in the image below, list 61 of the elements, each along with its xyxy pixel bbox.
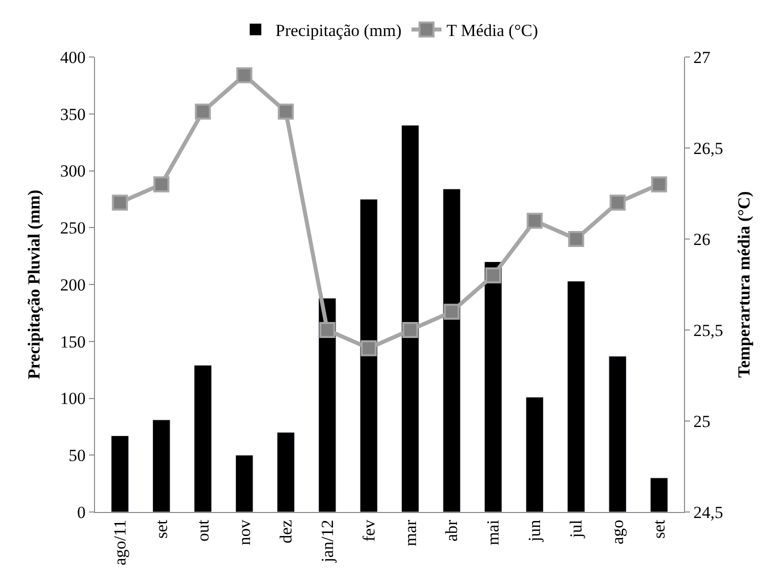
bar [276, 432, 295, 512]
y-tick-label: 300 [60, 162, 86, 181]
bar [360, 198, 378, 512]
x-tick-label: mai [484, 520, 503, 546]
bar [110, 436, 129, 512]
bar [152, 420, 170, 512]
point [236, 67, 252, 84]
bar [567, 280, 586, 512]
bar [484, 262, 502, 512]
bar [235, 454, 254, 512]
y-tick-label: 50 [68, 446, 86, 466]
y2-tick-label: 26 [693, 230, 710, 249]
y-tick-label: 0 [77, 502, 86, 522]
x-tick-label: jul [566, 520, 586, 539]
point [112, 194, 128, 211]
legend-label: Precipitação (mm) [276, 21, 402, 40]
y2-tick-label: 27 [693, 48, 711, 67]
x-tick-label: nov [234, 519, 254, 546]
y-axis-title: Precipitação Pluvial (mm) [24, 190, 44, 380]
y2-tick-label: 25,5 [693, 320, 724, 340]
x-tick-label: set [152, 520, 171, 539]
point [444, 304, 460, 320]
y-tick-label: 100 [60, 389, 86, 408]
bar [526, 396, 544, 512]
y-tick-label: 250 [60, 218, 86, 238]
x-tick-label: ago/11 [110, 520, 130, 566]
y2-tick-label: 26,5 [693, 138, 724, 158]
y2-tick-label: 25 [693, 412, 710, 431]
bar [442, 188, 461, 512]
x-tick-label: mar [400, 519, 420, 546]
x-tick-label: dez [276, 519, 296, 544]
y-tick-label: 200 [60, 275, 86, 294]
x-tick-label: jan/12 [318, 520, 337, 564]
x-tick-label: ago [608, 520, 628, 544]
point [610, 194, 626, 211]
x-tick-label: abr [442, 519, 462, 542]
y-tick-label: 350 [60, 104, 86, 124]
point [153, 176, 170, 192]
point [319, 322, 336, 338]
point [568, 231, 584, 247]
bar [608, 356, 627, 512]
bar [650, 478, 668, 512]
bar [318, 298, 336, 512]
x-tick-label: out [193, 520, 212, 542]
y-tick-label: 400 [60, 48, 86, 67]
legend-label: T Média (°C) [446, 21, 538, 40]
point [485, 267, 502, 284]
point [360, 340, 377, 356]
point [278, 104, 294, 120]
y2-tick-label: 24,5 [693, 502, 724, 522]
x-tick-label: set [650, 520, 669, 539]
y-tick-label: 150 [60, 332, 86, 352]
point [402, 322, 418, 338]
bar [401, 125, 420, 512]
x-tick-label: fev [359, 519, 378, 542]
y2-axis-title: Temperartura média (°C) [734, 191, 754, 378]
x-tick-label: jun [525, 519, 544, 543]
point [651, 176, 668, 192]
point [194, 104, 211, 120]
bar [194, 365, 212, 512]
point [526, 212, 543, 229]
